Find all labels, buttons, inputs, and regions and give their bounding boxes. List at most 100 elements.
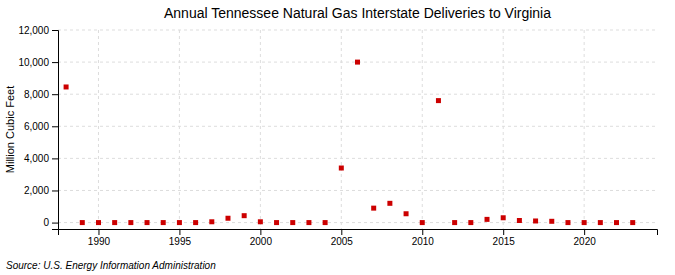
tick: 1995 — [169, 229, 192, 247]
point — [404, 211, 409, 216]
tick-label: 1995 — [169, 236, 192, 247]
tick-mark — [98, 229, 99, 235]
plot: 1990 1995 2000 2005 2010 2015 2020 0 2,000 4,000 6… — [18, 25, 657, 247]
tick: 10,000 — [18, 57, 58, 68]
tick-label: 0 — [43, 217, 49, 228]
y-axis: 0 2,000 4,000 6,000 8,000 10,000 12,000 — [18, 25, 58, 230]
point — [258, 219, 263, 224]
tick-label: 2020 — [574, 236, 597, 247]
point — [80, 220, 85, 225]
point — [177, 220, 182, 225]
point — [387, 201, 392, 206]
tick-mark — [179, 229, 180, 235]
point — [614, 220, 619, 225]
x-axis: 1990 1995 2000 2005 2010 2015 2020 — [59, 229, 658, 247]
point — [290, 220, 295, 225]
point — [323, 220, 328, 225]
point — [242, 213, 247, 218]
title: Annual Tennessee Natural Gas Interstate … — [164, 5, 551, 21]
tick: 4,000 — [24, 153, 58, 164]
tick: 2,000 — [24, 185, 58, 196]
point — [533, 218, 538, 223]
tick: 12,000 — [18, 25, 58, 36]
point — [485, 217, 490, 222]
point — [468, 220, 473, 225]
grid-line — [179, 30, 180, 229]
points — [64, 60, 636, 225]
tick-mark — [503, 229, 504, 235]
axis-line — [52, 31, 59, 230]
point — [64, 84, 69, 89]
tick-label: 2010 — [412, 236, 435, 247]
grid-line — [58, 30, 657, 31]
tick: 2010 — [412, 229, 435, 247]
tick-mark — [341, 229, 342, 235]
point — [128, 220, 133, 225]
grid-line — [422, 30, 423, 229]
point — [420, 220, 425, 225]
point — [306, 220, 311, 225]
tick-mark — [52, 94, 58, 95]
tick-label: 2005 — [331, 236, 354, 247]
source-note: Source: U.S. Energy Information Administ… — [6, 260, 216, 271]
tick-mark — [52, 158, 58, 159]
point — [193, 220, 198, 225]
point — [549, 219, 554, 224]
point — [565, 220, 570, 225]
axis-line — [59, 230, 658, 236]
grid — [58, 30, 657, 229]
grid-line — [341, 30, 342, 229]
point — [96, 220, 101, 225]
tick: 6,000 — [24, 121, 58, 132]
grid-line — [584, 30, 585, 229]
grid-line — [58, 126, 657, 127]
grid-line — [58, 190, 657, 191]
tick-label: 10,000 — [18, 57, 49, 68]
point — [339, 166, 344, 171]
tick-label: 2000 — [250, 236, 273, 247]
grid-line — [58, 158, 657, 159]
point — [274, 220, 279, 225]
tick-mark — [584, 229, 585, 235]
grid-line — [503, 30, 504, 229]
tick-mark — [52, 190, 58, 191]
chart: 1990 1995 2000 2005 2010 2015 2020 0 2,000 4,000 6… — [0, 0, 675, 275]
point — [161, 220, 166, 225]
point — [452, 220, 457, 225]
tick: 2000 — [250, 229, 273, 247]
point — [225, 216, 230, 221]
tick-mark — [260, 229, 261, 235]
point — [436, 98, 441, 103]
tick-label: 8,000 — [24, 89, 49, 100]
tick-label: 12,000 — [18, 25, 49, 36]
point — [630, 220, 635, 225]
tick-mark — [52, 223, 58, 224]
grid-line — [58, 94, 657, 95]
tick-mark — [52, 62, 58, 63]
y-axis-title: Million Cubic Feet — [4, 86, 16, 173]
tick-mark — [52, 126, 58, 127]
tick: 1990 — [88, 229, 111, 247]
tick: 8,000 — [24, 89, 58, 100]
point — [112, 220, 117, 225]
point — [598, 220, 603, 225]
point — [145, 220, 150, 225]
point — [371, 206, 376, 211]
tick-label: 2,000 — [24, 185, 49, 196]
tick: 2005 — [331, 229, 354, 247]
grid-line — [98, 30, 99, 229]
point — [582, 220, 587, 225]
grid-line — [260, 30, 261, 229]
tick: 2015 — [493, 229, 516, 247]
point — [355, 60, 360, 65]
tick-mark — [52, 30, 58, 31]
tick-label: 2015 — [493, 236, 516, 247]
tick-mark — [422, 229, 423, 235]
tick: 0 — [43, 217, 58, 228]
point — [517, 218, 522, 223]
point — [209, 219, 214, 224]
tick: 2020 — [574, 229, 597, 247]
point — [501, 215, 506, 220]
tick-label: 4,000 — [24, 153, 49, 164]
tick-label: 1990 — [88, 236, 111, 247]
